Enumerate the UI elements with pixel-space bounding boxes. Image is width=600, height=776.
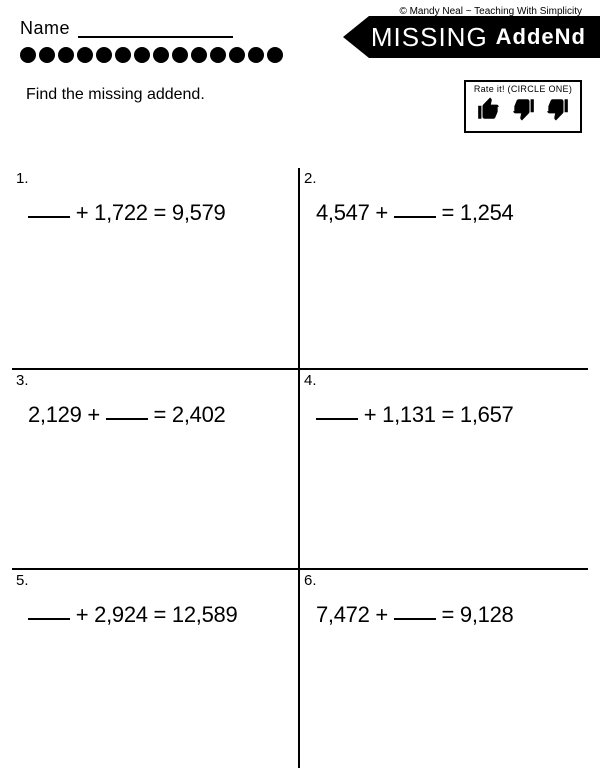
problem-number: 5.: [16, 572, 29, 589]
title-word-1: MISSING: [371, 22, 488, 53]
instruction-text: Find the missing addend.: [26, 80, 205, 104]
problem-number: 2.: [304, 170, 317, 187]
thumbs-down-icon[interactable]: [510, 96, 536, 127]
dot-icon: [191, 47, 207, 63]
problem-cell: 5. + 2,924 = 12,589: [12, 568, 300, 768]
dot-icon: [134, 47, 150, 63]
dot-icon: [96, 47, 112, 63]
equation: + 1,131 = 1,657: [308, 374, 580, 428]
dot-icon: [58, 47, 74, 63]
thumbs-up-icon[interactable]: [476, 96, 502, 127]
equation: 2,129 + = 2,402: [20, 374, 290, 428]
banner-arrow-shape: [343, 16, 369, 58]
answer-blank[interactable]: [316, 418, 358, 420]
problem-number: 4.: [304, 372, 317, 389]
title-word-2: AddeNd: [496, 24, 586, 50]
equation: + 2,924 = 12,589: [20, 574, 290, 628]
dot-icon: [20, 47, 36, 63]
dot-icon: [153, 47, 169, 63]
problem-number: 3.: [16, 372, 29, 389]
dot-icon: [248, 47, 264, 63]
problem-cell: 2.4,547 + = 1,254: [300, 168, 588, 368]
problem-cell: 4. + 1,131 = 1,657: [300, 368, 588, 568]
dot-icon: [77, 47, 93, 63]
name-input-line[interactable]: [78, 20, 233, 38]
equation: 4,547 + = 1,254: [308, 172, 580, 226]
rate-icons-row: [472, 94, 574, 127]
name-label: Name: [20, 18, 70, 39]
thumbs-down-icon-2[interactable]: [544, 96, 570, 127]
answer-blank[interactable]: [28, 618, 70, 620]
dot-icon: [210, 47, 226, 63]
dot-icon: [267, 47, 283, 63]
answer-blank[interactable]: [106, 418, 148, 420]
instruction-row: Find the missing addend. Rate it! (CIRCL…: [0, 68, 600, 133]
answer-blank[interactable]: [394, 618, 436, 620]
answer-blank[interactable]: [394, 216, 436, 218]
dot-icon: [115, 47, 131, 63]
rate-it-box: Rate it! (CIRCLE ONE): [464, 80, 582, 133]
problem-cell: 1. + 1,722 = 9,579: [12, 168, 300, 368]
banner-body: MISSING AddeNd: [369, 16, 600, 58]
dot-icon: [229, 47, 245, 63]
problem-cell: 6.7,472 + = 9,128: [300, 568, 588, 768]
equation: 7,472 + = 9,128: [308, 574, 580, 628]
problem-cell: 3.2,129 + = 2,402: [12, 368, 300, 568]
dot-icon: [172, 47, 188, 63]
dot-icon: [39, 47, 55, 63]
title-banner: MISSING AddeNd: [343, 16, 600, 58]
problem-number: 6.: [304, 572, 317, 589]
answer-blank[interactable]: [28, 216, 70, 218]
problem-grid: 1. + 1,722 = 9,5792.4,547 + = 1,2543.2,1…: [12, 168, 588, 768]
equation: + 1,722 = 9,579: [20, 172, 290, 226]
rate-title: Rate it! (CIRCLE ONE): [472, 84, 574, 94]
problem-number: 1.: [16, 170, 29, 187]
